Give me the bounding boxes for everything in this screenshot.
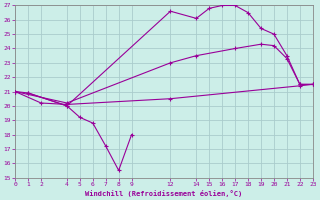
X-axis label: Windchill (Refroidissement éolien,°C): Windchill (Refroidissement éolien,°C) [85, 190, 243, 197]
